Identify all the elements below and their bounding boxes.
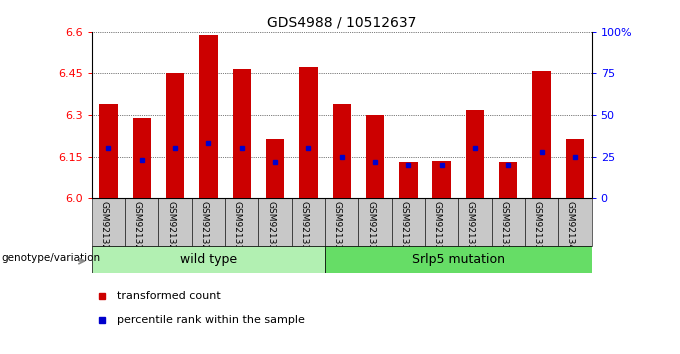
Text: percentile rank within the sample: percentile rank within the sample (117, 315, 305, 325)
Bar (92, 198, 125, 246)
Bar (292, 198, 325, 246)
Bar (333, 104, 351, 198)
Text: GSM921337: GSM921337 (466, 201, 475, 256)
Bar (258, 198, 292, 246)
Bar (558, 198, 592, 246)
Text: GSM921330: GSM921330 (233, 201, 242, 256)
Bar (325, 198, 358, 246)
Text: GSM921328: GSM921328 (166, 201, 175, 255)
Bar (299, 67, 318, 198)
Bar (325, 246, 592, 273)
Text: GSM921332: GSM921332 (299, 201, 309, 255)
Bar (525, 198, 558, 246)
Title: GDS4988 / 10512637: GDS4988 / 10512637 (267, 15, 416, 29)
Bar (566, 139, 584, 198)
Bar (392, 198, 425, 246)
Text: GSM921333: GSM921333 (333, 201, 342, 256)
Bar (199, 35, 218, 198)
Bar (432, 161, 451, 198)
Text: GSM921326: GSM921326 (99, 201, 109, 255)
Bar (233, 69, 251, 198)
Text: wild type: wild type (180, 253, 237, 266)
Text: GSM921338: GSM921338 (499, 201, 509, 256)
Text: GSM921336: GSM921336 (432, 201, 442, 256)
Text: transformed count: transformed count (117, 291, 220, 301)
Bar (425, 198, 458, 246)
Text: genotype/variation: genotype/variation (2, 253, 101, 263)
Bar (133, 118, 151, 198)
Bar (399, 162, 418, 198)
Text: GSM921331: GSM921331 (266, 201, 275, 256)
Bar (532, 71, 551, 198)
Bar (166, 74, 184, 198)
Bar (158, 198, 192, 246)
Bar (492, 198, 525, 246)
Bar (458, 198, 492, 246)
Text: GSM921327: GSM921327 (133, 201, 141, 255)
Bar (92, 246, 325, 273)
Bar (99, 104, 118, 198)
Bar (266, 139, 284, 198)
Text: GSM921335: GSM921335 (399, 201, 408, 256)
Bar (499, 162, 517, 198)
Text: GSM921329: GSM921329 (199, 201, 208, 255)
Bar (125, 198, 158, 246)
Text: GSM921340: GSM921340 (566, 201, 575, 255)
Bar (366, 115, 384, 198)
Bar (192, 198, 225, 246)
Text: Srlp5 mutation: Srlp5 mutation (412, 253, 505, 266)
Bar (225, 198, 258, 246)
Text: GSM921339: GSM921339 (532, 201, 541, 256)
Text: GSM921334: GSM921334 (366, 201, 375, 255)
Bar (358, 198, 392, 246)
Bar (466, 109, 484, 198)
